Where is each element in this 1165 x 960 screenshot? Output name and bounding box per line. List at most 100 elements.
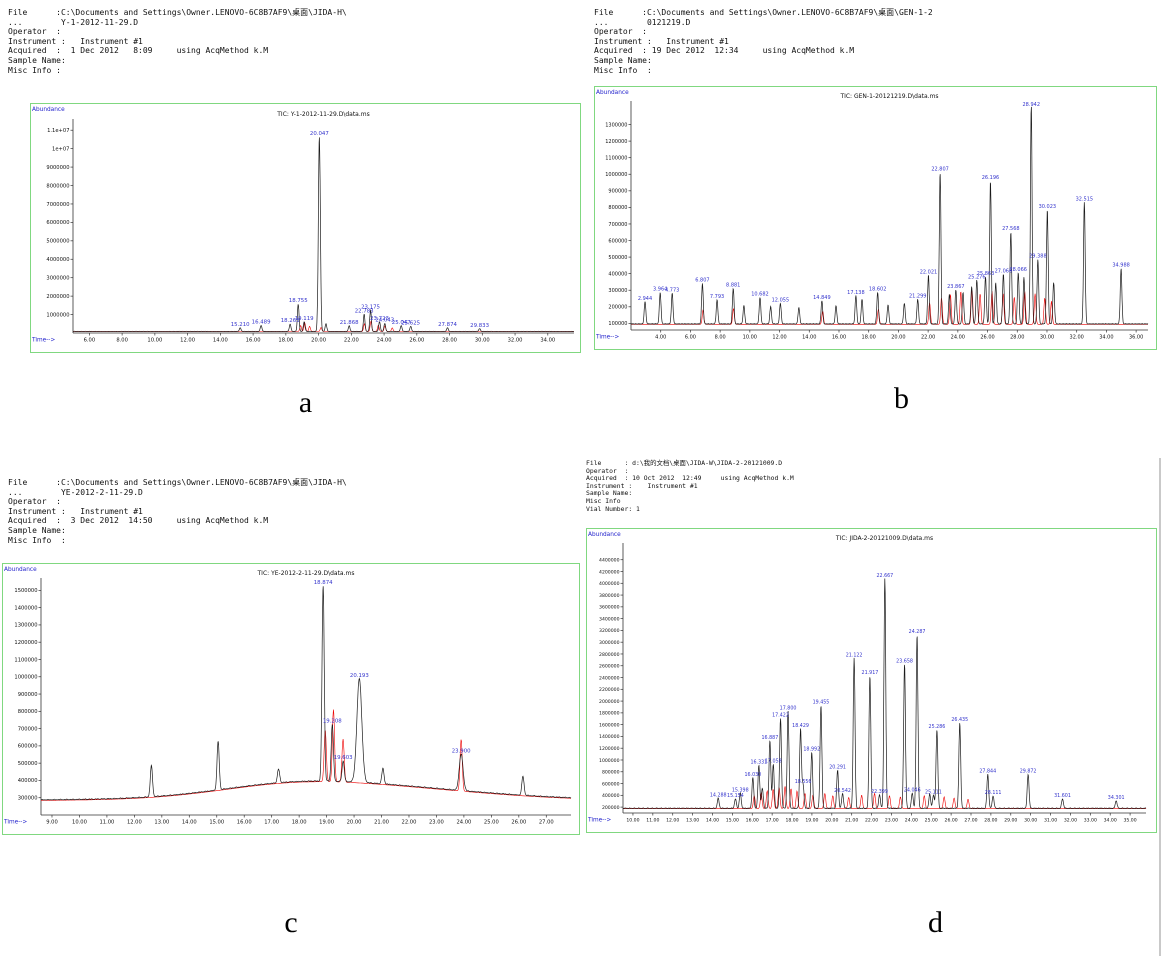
peak-label: 22.021 — [920, 269, 938, 275]
svg-text:15.00: 15.00 — [726, 818, 739, 824]
svg-text:16.00: 16.00 — [832, 335, 846, 341]
svg-text:300000: 300000 — [608, 288, 627, 294]
svg-text:16.00: 16.00 — [746, 818, 759, 824]
peak-label: 16.030 — [744, 772, 761, 778]
peak-label: 19.119 — [295, 316, 314, 322]
svg-text:800000: 800000 — [602, 770, 620, 776]
peak-label: 23.658 — [896, 658, 913, 664]
svg-text:14.00: 14.00 — [213, 338, 228, 344]
svg-text:2800000: 2800000 — [599, 652, 620, 658]
svg-text:14.00: 14.00 — [182, 820, 197, 826]
svg-text:28.00: 28.00 — [442, 338, 457, 344]
svg-text:28.00: 28.00 — [1010, 335, 1024, 341]
peak-label: 15.154 — [727, 793, 744, 799]
svg-text:35.00: 35.00 — [1124, 818, 1137, 824]
peak-label: 18.263 — [281, 318, 300, 324]
peak-label: 26.196 — [982, 175, 1000, 181]
svg-text:30.00: 30.00 — [1024, 818, 1037, 824]
peak-label: 23.723 — [370, 316, 389, 322]
peak-label: 27.874 — [438, 322, 457, 328]
svg-text:3800000: 3800000 — [599, 593, 620, 599]
svg-text:30.00: 30.00 — [475, 338, 490, 344]
svg-text:21.00: 21.00 — [845, 818, 858, 824]
svg-text:8000000: 8000000 — [46, 183, 69, 189]
svg-text:30.00: 30.00 — [1040, 335, 1054, 341]
peak-label: 28.111 — [985, 790, 1002, 796]
svg-text:1000000: 1000000 — [14, 675, 37, 681]
svg-text:1200000: 1200000 — [605, 139, 627, 145]
peak-label: 24.287 — [909, 629, 926, 635]
peak-label: 6.807 — [695, 278, 709, 284]
chromatogram-b-svg: 4.00 6.00 8.00 10.00 12.00 14.00 16.00 18.00 20.… — [595, 90, 1149, 341]
axes: 9.00 10.00 11.00 12.00 13.00 14.00 15.00 16.00 1… — [14, 578, 571, 826]
svg-text:26.00: 26.00 — [980, 335, 994, 341]
peak-labels: 15.210 16.489 18.263 18.755 19.119 20.047 21.8… — [231, 131, 489, 329]
svg-text:10.00: 10.00 — [72, 820, 87, 826]
svg-text:12.00: 12.00 — [127, 820, 142, 826]
svg-text:600000: 600000 — [602, 781, 620, 787]
peak-label: 20.193 — [350, 673, 369, 679]
svg-text:11.00: 11.00 — [99, 820, 114, 826]
peak-label: 2.944 — [638, 296, 652, 302]
peak-label: 23.900 — [452, 749, 471, 755]
svg-text:4200000: 4200000 — [599, 569, 620, 575]
svg-text:700000: 700000 — [18, 726, 38, 732]
svg-text:1000000: 1000000 — [46, 312, 69, 318]
tic-trace — [630, 106, 1149, 325]
svg-text:1200000: 1200000 — [599, 746, 620, 752]
peak-label: 14.849 — [813, 295, 831, 301]
svg-text:500000: 500000 — [18, 761, 38, 767]
chart-title: TIC: GEN-1-20121219.D\data.ms — [839, 93, 938, 100]
peak-label: 25.047 — [392, 320, 411, 326]
peak-label: 10.682 — [751, 292, 769, 298]
svg-text:1400000: 1400000 — [599, 734, 620, 740]
peak-label: 25.276 — [968, 274, 986, 280]
peak-label: 20.291 — [829, 764, 846, 770]
svg-text:25.00: 25.00 — [925, 818, 938, 824]
chromatogram-a-svg: 6.00 8.00 10.00 12.00 14.00 16.00 18.00 20.00 22… — [31, 107, 574, 344]
peak-label: 8.881 — [726, 283, 740, 289]
svg-text:600000: 600000 — [18, 744, 38, 750]
peak-label: 34.301 — [1108, 795, 1125, 801]
svg-text:18.00: 18.00 — [278, 338, 293, 344]
svg-text:1.1e+07: 1.1e+07 — [47, 128, 69, 134]
axes: 6.00 8.00 10.00 12.00 14.00 16.00 18.00 20.00 22… — [46, 119, 574, 344]
svg-text:12.00: 12.00 — [772, 335, 786, 341]
abundance-axis-label: Abundance — [588, 532, 621, 538]
peak-label: 27.066 — [995, 268, 1013, 274]
svg-text:26.00: 26.00 — [945, 818, 958, 824]
svg-text:16.00: 16.00 — [237, 820, 252, 826]
tic-trace — [622, 578, 1147, 810]
peak-label: 22.807 — [931, 167, 949, 173]
file-header-a: File :C:\Documents and Settings\Owner.LE… — [8, 8, 347, 75]
peak-label: 25.863 — [977, 271, 995, 277]
peak-label: 16.887 — [761, 735, 778, 741]
svg-text:26.00: 26.00 — [511, 820, 526, 826]
svg-text:24.00: 24.00 — [456, 820, 471, 826]
svg-text:1300000: 1300000 — [605, 122, 627, 128]
file-header-c: File :C:\Documents and Settings\Owner.LE… — [8, 478, 347, 545]
svg-text:1100000: 1100000 — [14, 657, 37, 663]
svg-text:25.00: 25.00 — [484, 820, 499, 826]
svg-text:31.00: 31.00 — [1044, 818, 1057, 824]
svg-text:1200000: 1200000 — [14, 640, 37, 646]
peak-label: 16.489 — [252, 319, 271, 325]
time-axis-label: Time--> — [587, 818, 611, 824]
peak-label: 18.429 — [792, 723, 809, 729]
svg-text:22.00: 22.00 — [865, 818, 878, 824]
peak-label: 18.992 — [803, 747, 820, 753]
peak-label: 21.917 — [862, 670, 879, 676]
svg-text:400000: 400000 — [608, 271, 627, 277]
svg-text:2200000: 2200000 — [599, 687, 620, 693]
figure-label-a: a — [298, 386, 313, 419]
peak-label: 22.783 — [355, 308, 374, 314]
svg-text:1300000: 1300000 — [14, 623, 37, 629]
svg-text:100000: 100000 — [608, 321, 627, 327]
svg-text:28.00: 28.00 — [984, 818, 997, 824]
svg-text:27.00: 27.00 — [964, 818, 977, 824]
svg-text:3400000: 3400000 — [599, 616, 620, 622]
peak-label: 17.058 — [765, 758, 782, 764]
svg-text:32.00: 32.00 — [1070, 335, 1084, 341]
peak-label: 19.603 — [334, 755, 353, 761]
peak-label: 18.755 — [289, 298, 308, 304]
